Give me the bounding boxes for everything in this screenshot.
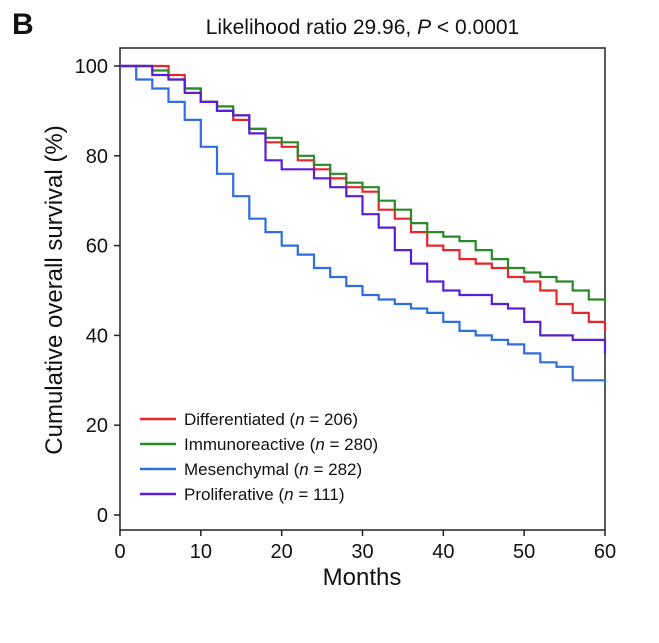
chart-title-suffix: < 0.0001 [431, 16, 520, 39]
legend-label-differentiated: Differentiated (n = 206) [184, 410, 358, 429]
legend-label-immunoreactive: Immunoreactive (n = 280) [184, 435, 378, 454]
series-line-proliferative [120, 64, 607, 354]
y-tick-label: 20 [86, 415, 108, 437]
axis-ticks: 0 10 20 30 40 50 60 0 20 40 60 80 100 [75, 56, 617, 563]
x-axis-label: Months [323, 564, 402, 591]
x-tick-label: 40 [432, 541, 454, 563]
x-tick-label: 20 [271, 541, 293, 563]
y-tick-label: 100 [75, 56, 108, 78]
x-tick-label: 30 [351, 541, 373, 563]
y-tick-label: 60 [86, 236, 108, 258]
series-line-mesenchymal [120, 64, 607, 385]
series-layer [120, 64, 607, 385]
chart-title-p-symbol: P [417, 16, 432, 39]
y-axis-label: Cumulative overall survival (%) [41, 125, 68, 454]
y-tick-label: 0 [97, 505, 108, 527]
chart-title: Likelihood ratio 29.96, P < 0.0001 [120, 16, 605, 40]
chart-title-prefix: Likelihood ratio 29.96, [205, 16, 418, 39]
x-tick-label: 10 [190, 541, 212, 563]
legend: Differentiated (n = 206) Immunoreactive (… [140, 410, 378, 504]
legend-label-proliferative: Proliferative (n = 111) [184, 485, 345, 504]
legend-label-mesenchymal: Mesenchymal (n = 282) [184, 460, 362, 479]
x-tick-label: 50 [513, 541, 535, 563]
y-tick-label: 40 [86, 325, 108, 347]
x-tick-label: 60 [594, 541, 616, 563]
series-line-immunoreactive [120, 64, 607, 304]
x-tick-label: 0 [114, 541, 125, 563]
y-tick-label: 80 [86, 146, 108, 168]
panel-label: B [12, 8, 34, 41]
